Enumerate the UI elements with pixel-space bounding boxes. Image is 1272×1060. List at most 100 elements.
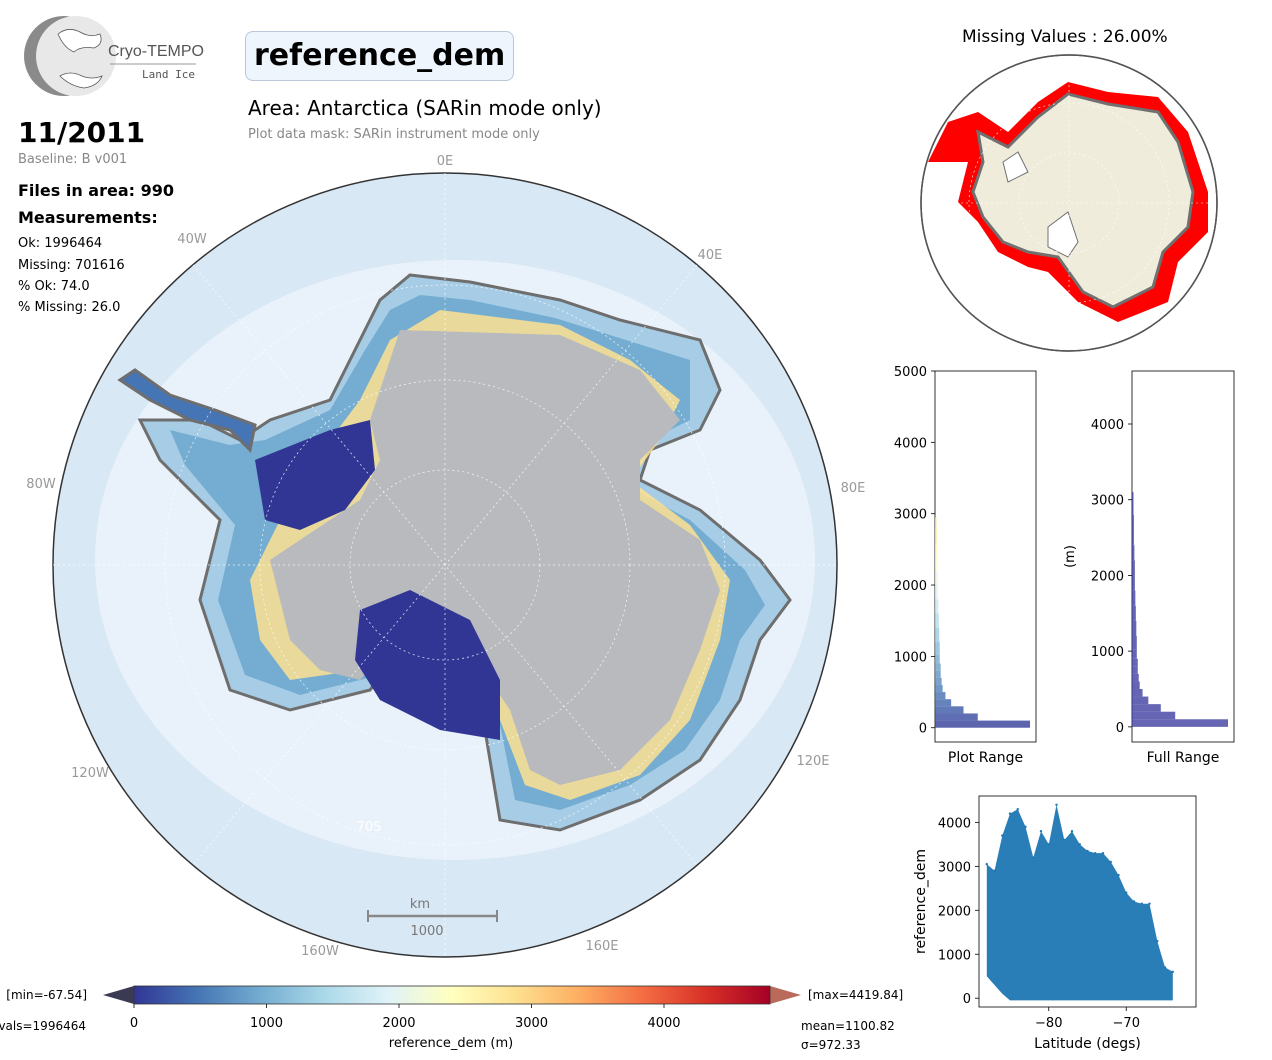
meridian-40w: 40W: [177, 232, 207, 247]
missing-map-title: Missing Values : 26.00%: [962, 27, 1168, 47]
histogram-bar: [1132, 689, 1143, 697]
scatter-point: [1125, 891, 1128, 894]
scatter-point: [1008, 812, 1012, 815]
colorbar-axis-label: reference_dem (m): [389, 1036, 513, 1051]
histogram-bar: [1132, 696, 1149, 705]
scatter-point: [1171, 970, 1174, 974]
histogram-bar: [935, 699, 952, 707]
pct-missing: % Missing: 26.0: [18, 300, 121, 315]
histogram-bar: [935, 517, 937, 528]
colorbar-min-extend: [103, 986, 134, 1004]
histogram-bar: [935, 585, 938, 600]
scatter-point: [1039, 829, 1043, 833]
scatter-ylabel: reference_dem: [913, 849, 929, 954]
area-title: Area: Antarctica (SARin mode only): [248, 96, 602, 120]
scatter-point: [1094, 851, 1097, 855]
scatter-point: [1156, 939, 1159, 943]
histogram-bar: [935, 684, 943, 693]
scatter-point: [1086, 849, 1089, 853]
histogram-bar: [935, 720, 1030, 728]
histogram-full-range: 0 1000 2000 3000 4000 Full Range (m): [1063, 370, 1235, 766]
histogram-bar: [935, 613, 939, 628]
histogram-frame: [934, 370, 1037, 743]
histogram-bar: [1132, 492, 1134, 502]
scatter-point: [1140, 902, 1143, 905]
histogram-xlabel: Full Range: [1147, 750, 1220, 766]
histogram-bar: [1132, 501, 1134, 515]
colorbar-tick-label: 0: [130, 1016, 138, 1031]
logo-subtitle: Land Ice: [142, 68, 195, 81]
right-charts: 0 1000 2000 3000 4000 5000 Plot Range 0 1000 2000…: [894, 365, 1235, 1052]
scatter-point: [1117, 873, 1120, 877]
histogram-bar: [1132, 719, 1228, 727]
scatter-ytick-label: 1000: [938, 948, 971, 963]
histogram-bar: [935, 692, 946, 700]
histogram-bar: [1132, 560, 1135, 576]
parameter-title: reference_dem: [245, 31, 515, 81]
scatter-ytick-label: 3000: [938, 860, 971, 875]
map-content: [53, 173, 837, 957]
histogram-ytick-label: 0: [1116, 721, 1124, 736]
histogram-ytick-label: 3000: [894, 508, 927, 523]
colorbar-gradient: [134, 986, 770, 1004]
missing-count: Missing: 701616: [18, 258, 125, 273]
scatter-xtick-label: −80: [1035, 1016, 1062, 1031]
scatter-points-region: [986, 804, 1173, 1001]
colorbar-tick-label: 4000: [647, 1016, 680, 1031]
meridian-120e: 120E: [796, 754, 829, 769]
latitude-label: 70S: [357, 820, 382, 835]
histogram-ytick-label: 1000: [1091, 645, 1124, 660]
histogram-bar: [935, 599, 939, 614]
meridian-120w: 120W: [71, 766, 109, 781]
histogram-bar: [935, 542, 937, 557]
histogram-bar: [1132, 649, 1137, 659]
scatter-ytick-label: 4000: [938, 816, 971, 831]
scatter-plot: 0 1000 2000 3000 4000 −80 −70 Latitude (degs) re…: [913, 795, 1197, 1052]
scatter-ytick-label: 0: [963, 992, 971, 1007]
histogram-bar: [935, 527, 937, 543]
mask-note: Plot data mask: SARin instrument mode on…: [248, 127, 540, 142]
meridian-40e: 40E: [698, 248, 723, 263]
colorbar-sigma-label: σ=972.33: [801, 1038, 861, 1052]
colorbar-max-extend: [770, 986, 801, 1004]
scatter-point: [993, 869, 996, 872]
scatter-point: [1047, 843, 1050, 846]
date-label: 11/2011: [18, 116, 146, 149]
histogram-bar: [1132, 545, 1135, 561]
scatter-point: [1024, 825, 1027, 828]
colorbar-mean-label: mean=1100.82: [801, 1019, 895, 1033]
histogram-bar: [935, 642, 940, 655]
cryo-tempo-logo: Cryo-TEMPO Land Ice: [18, 14, 208, 104]
meridian-80e: 80E: [841, 481, 866, 496]
scatter-point: [1001, 834, 1004, 837]
colorbar-max-label: [max=4419.84]: [808, 988, 903, 1002]
scatter-point: [1109, 860, 1112, 864]
meridian-0e: 0E: [437, 154, 454, 169]
ok-count: Ok: 1996464: [18, 236, 103, 251]
scatter-point: [1070, 829, 1074, 833]
scatter-point: [1078, 843, 1081, 846]
main-map: 0E 40E 80E 120E 160E 160W 120W 80W 40W 7…: [26, 154, 866, 959]
missing-values-map: [920, 54, 1218, 352]
meridian-80w: 80W: [26, 477, 56, 492]
ice-sheet-interior: [270, 330, 720, 785]
histogram-bar: [1132, 530, 1134, 546]
histogram-ytick-label: 5000: [894, 365, 927, 380]
scatter-point: [1163, 966, 1167, 969]
histogram-frame: [1131, 370, 1235, 743]
histogram-ytick-label: 2000: [894, 579, 927, 594]
colorbar-nvals-label: vals=1996464: [0, 1019, 86, 1033]
histogram-bar: [1132, 673, 1139, 682]
histogram-plot-range: 0 1000 2000 3000 4000 5000 Plot Range: [894, 365, 1037, 766]
scatter-point: [1032, 856, 1035, 859]
colorbar: 0 1000 2000 3000 4000 [min=-67.54] [max=4419…: [0, 985, 903, 1052]
histogram-bar: [935, 627, 940, 643]
histogram-ytick-label: 3000: [1091, 494, 1124, 509]
histogram-ytick-label: 1000: [894, 650, 927, 665]
scale-bar: km 1000: [367, 897, 498, 939]
histogram-bar: [935, 556, 938, 571]
scatter-ytick-label: 2000: [938, 904, 971, 919]
histogram-bar: [1132, 514, 1134, 530]
histogram-ytick-label: 0: [919, 722, 927, 737]
histogram-bar: [935, 706, 964, 714]
